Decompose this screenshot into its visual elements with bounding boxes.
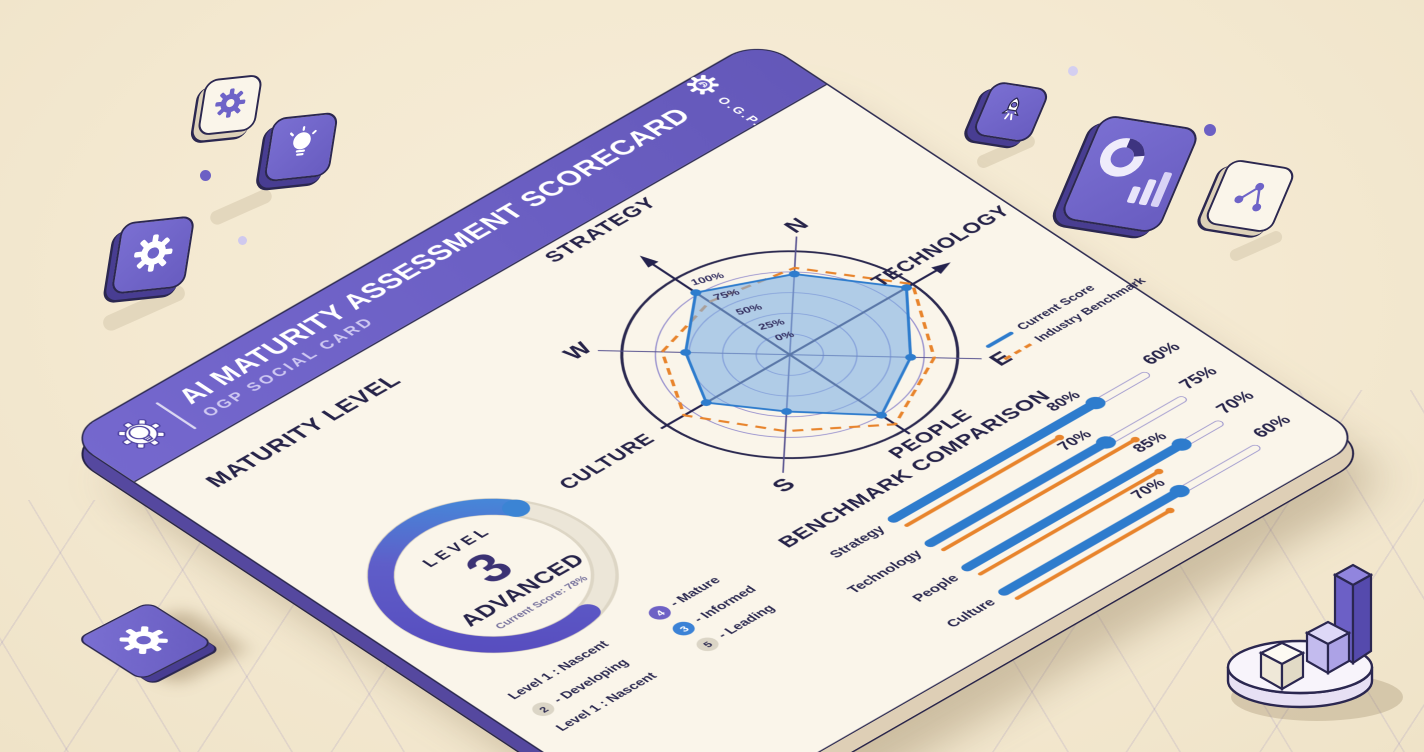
- maturity-level-item: 3- Informed: [668, 563, 796, 639]
- gauge-level-label: LEVEL: [419, 524, 497, 571]
- gear-icon: [126, 228, 180, 282]
- industry-benchmark-dot: [1152, 467, 1166, 476]
- current-score-dot: [1165, 482, 1194, 500]
- svg-text:0%: 0%: [773, 330, 797, 343]
- gauge-level-name: ADVANCED: [454, 549, 591, 630]
- accent-dot: [1068, 66, 1078, 76]
- benchmark-end-value: 75%: [1175, 364, 1222, 393]
- dashboard-tile: [1058, 113, 1202, 235]
- level-badge: 4: [644, 603, 676, 623]
- gauge-readout: LEVEL 3 ADVANCED Current Score: 78%: [287, 444, 711, 705]
- accent-dot: [1204, 124, 1216, 136]
- shadow-strip: [1227, 229, 1285, 263]
- maturity-level-item: 5- Leading: [691, 579, 820, 654]
- rocket-icon: [985, 91, 1036, 134]
- shadow-strip: [208, 187, 274, 227]
- maturity-level-item: Level 1 : Nascent: [504, 614, 656, 703]
- radar-chart: 100% 75% 50% 25% 0%: [451, 146, 1115, 555]
- gear-lightbulb-icon: [102, 409, 185, 460]
- gear-tile: [196, 73, 264, 137]
- current-score-bar: [958, 441, 1186, 573]
- level-text: Level 1 : Nascent: [505, 639, 613, 702]
- gear-icon: [102, 616, 187, 665]
- level-text: - Developing: [550, 657, 633, 706]
- industry-benchmark-dot: [1128, 435, 1142, 444]
- iso-bar-cubes-icon: [1195, 545, 1415, 750]
- benchmark-end-value: 60%: [1138, 339, 1185, 368]
- brand-logo-text: O.G.P.: [713, 94, 767, 129]
- industry-benchmark-bar: [940, 438, 1137, 552]
- network-tile: [1202, 158, 1298, 234]
- benchmark-category-label: Culture: [942, 596, 1000, 630]
- maturity-level-item: 4- Mature: [644, 547, 772, 623]
- industry-benchmark-dot: [1163, 506, 1177, 515]
- scorecard: AI MATURITY ASSESSMENT SCORECARD OGP SOC…: [64, 38, 1366, 752]
- level-text: Level 1 : Nascent: [552, 670, 661, 734]
- lightbulb-icon: [276, 122, 325, 172]
- benchmark-end-value: 70%: [1212, 388, 1259, 417]
- donut-bars-dashboard-icon: [1069, 122, 1191, 226]
- level-text: - Leading: [714, 602, 779, 641]
- benchmark-category-label: People: [908, 571, 963, 604]
- compass-s: S: [766, 474, 801, 496]
- gauge-score-caption: Current Score: 78%: [491, 573, 591, 631]
- maturity-levels-list: Level 1 : Nascent 4- Mature 2- Developing 3…: [504, 546, 823, 734]
- gear-tile: [110, 215, 196, 295]
- level-badge: 5: [691, 634, 724, 654]
- accent-dot: [238, 236, 247, 245]
- benchmark-category-label: Strategy: [825, 523, 889, 561]
- lightbulb-tile: [263, 111, 339, 183]
- benchmark-category-label: Technology: [843, 547, 926, 596]
- industry-benchmark-bar: [903, 436, 1062, 528]
- rocket-tile: [970, 80, 1052, 144]
- current-score-bar: [921, 439, 1111, 549]
- gear-icon: [209, 83, 251, 127]
- gear-tile-flat: [75, 601, 215, 681]
- benchmark-end-value: 60%: [1248, 412, 1296, 441]
- network-icon: [1219, 170, 1281, 221]
- level-badge: 3: [668, 618, 700, 639]
- level-text: - Informed: [690, 584, 760, 625]
- gauge-level-number: 3: [451, 544, 527, 592]
- level-badge: 2: [527, 699, 559, 719]
- maturity-level-item: 2- Developing: [527, 630, 680, 719]
- industry-benchmark-bar: [976, 470, 1161, 577]
- current-score-dot: [1167, 435, 1196, 453]
- svg-text:100%: 100%: [689, 271, 726, 288]
- gear-brain-icon: [672, 68, 729, 103]
- brand-logo: O.G.P.: [672, 68, 776, 134]
- accent-dot: [200, 170, 211, 181]
- current-score-value: 70%: [1127, 476, 1170, 502]
- maturity-gauge: [281, 445, 705, 706]
- level-text: - Mature: [666, 575, 724, 609]
- maturity-level-item: Level 1 : Nascent: [552, 646, 704, 735]
